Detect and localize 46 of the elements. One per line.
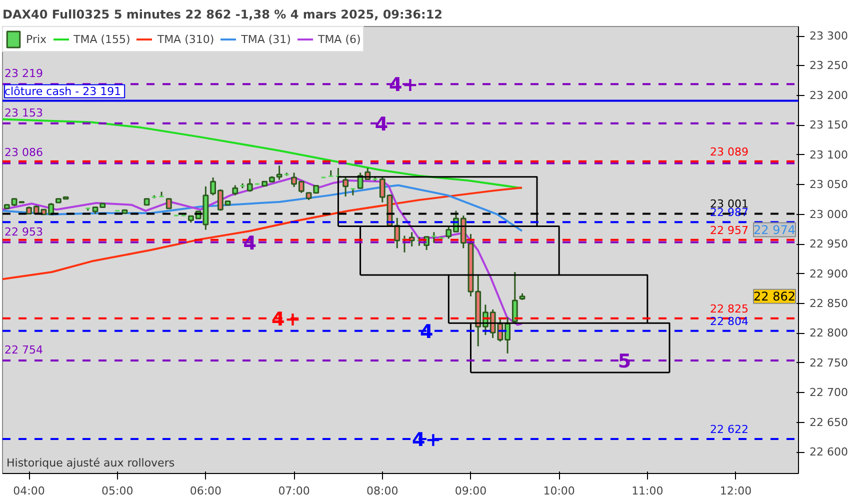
ref-line-label: 22 825: [710, 302, 749, 316]
annotation: Historique ajusté aux rollovers: [6, 456, 175, 470]
y-tick-label: 23 200: [810, 88, 848, 102]
x-tick-label: 08:00: [366, 484, 398, 498]
x-tick-label: 09:00: [454, 484, 487, 498]
ref-line-label: 23 086: [4, 146, 43, 160]
y-tick-label: 23 100: [810, 148, 848, 162]
y-tick-label: 23 000: [810, 208, 848, 221]
annotation: 22 974: [754, 222, 796, 237]
y-tick-label: 22 700: [810, 386, 848, 400]
y-tick-label: 22 900: [810, 267, 848, 280]
y-tick-label: 22 650: [810, 416, 848, 429]
ref-line-label: 22 957: [710, 224, 749, 237]
y-tick-label: 22 600: [810, 446, 848, 459]
x-tick-label: 11:00: [632, 484, 664, 498]
ref-line-label: 23 153: [4, 106, 43, 120]
ref-line-label: 22 622: [710, 423, 749, 436]
legend-label: Prix: [26, 32, 47, 46]
x-tick-label: 06:00: [190, 484, 222, 498]
legend-label: TMA (6): [318, 32, 361, 46]
ref-line-label: 23 219: [4, 67, 43, 80]
annotation: 22 862: [754, 289, 796, 304]
chart-title: DAX40 Full0325 5 minutes 22 862 -1,38 % 4 mars 2025, 09:36:12: [2, 8, 443, 22]
x-tick-label: 05:00: [102, 484, 134, 498]
ref-line-label: 22 804: [710, 314, 749, 328]
legend-label: TMA (31): [241, 32, 291, 46]
y-tick-label: 23 300: [810, 30, 848, 43]
y-tick-label: 22 800: [810, 326, 848, 340]
ref-line-label: clôture cash - 23 191: [4, 84, 122, 98]
y-tick-label: 23 250: [810, 59, 848, 72]
ref-line-label: 22 953: [4, 225, 43, 238]
y-tick-label: 22 950: [810, 238, 848, 251]
x-tick-label: 04:00: [13, 484, 45, 498]
x-tick-label: 12:00: [720, 484, 752, 498]
legend-label: TMA (310): [157, 32, 214, 46]
x-tick-label: 10:00: [543, 484, 575, 498]
ref-line-label: 23 089: [710, 145, 749, 158]
y-tick-label: 22 850: [810, 296, 848, 310]
y-tick-label: 22 750: [810, 356, 848, 370]
y-tick-label: 23 050: [810, 178, 848, 192]
x-tick-label: 07:00: [278, 484, 310, 498]
legend-label: TMA (155): [74, 32, 130, 46]
annotation: 4: [420, 320, 434, 343]
annotation: 4: [374, 113, 388, 136]
y-tick-label: 23 150: [810, 118, 848, 132]
ref-line-label: 22 754: [4, 344, 43, 357]
